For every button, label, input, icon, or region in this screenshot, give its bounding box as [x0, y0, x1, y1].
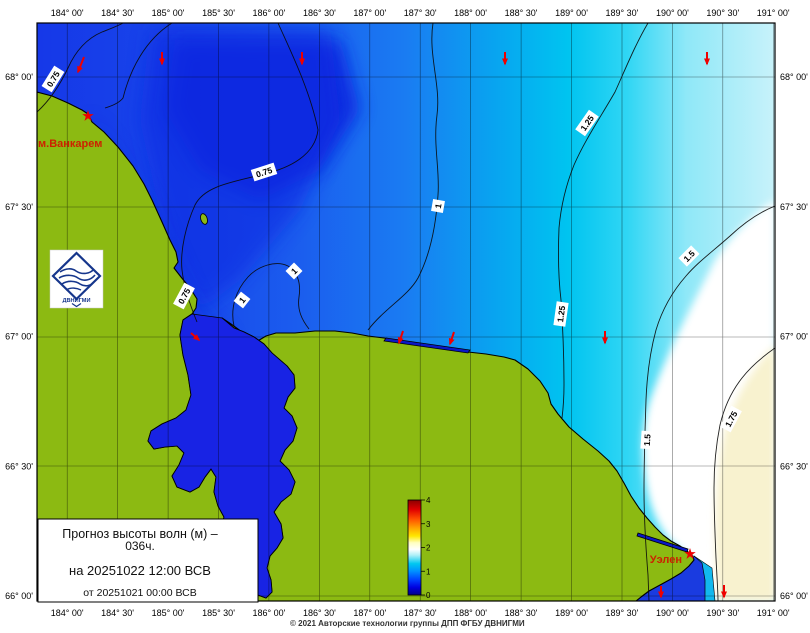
uelen-star-icon	[684, 548, 696, 559]
axis-top: 184° 00' 184° 30' 185° 00' 185° 30' 186° 00'…	[51, 8, 790, 18]
axis-label-top: 189° 00'	[555, 8, 588, 18]
colorbar-tick-label: 4	[426, 496, 431, 505]
axis-label-bottom: 184° 00'	[51, 608, 84, 618]
colorbar-ticks: 0 1 2 3 4	[426, 496, 431, 600]
colorbar-tick-label: 3	[426, 520, 431, 529]
axis-label-top: 187° 30'	[404, 8, 437, 18]
axis-label-right: 66° 30'	[780, 461, 808, 471]
axis-label-bottom: 189° 30'	[605, 608, 638, 618]
axis-label-top: 184° 00'	[51, 8, 84, 18]
axis-label-bottom: 188° 00'	[454, 608, 487, 618]
wave-zone-dark-dome	[140, 30, 340, 310]
axis-label-left: 67° 30'	[5, 202, 33, 212]
axis-label-top: 185° 30'	[202, 8, 235, 18]
axis-label-top: 191° 00'	[757, 8, 790, 18]
axis-label-top: 186° 30'	[303, 8, 336, 18]
place-label-uelen: Уэлен	[650, 554, 682, 566]
axis-label-bottom: 187° 00'	[353, 608, 386, 618]
axis-label-bottom: 191° 00'	[757, 608, 790, 618]
contour-labels: 0.75 0.75 0.75 1 1 1 1.25 1.25 1.5 1.5 1…	[41, 65, 742, 450]
axis-label-top: 185° 00'	[152, 8, 185, 18]
legend-valid-time: на 20251022 12:00 ВСВ	[69, 563, 211, 578]
axis-left: 68° 00' 67° 30' 67° 00' 66° 30' 66° 00'	[5, 72, 33, 601]
axis-label-right: 68° 00'	[780, 72, 808, 82]
axis-label-bottom: 186° 00'	[252, 608, 285, 618]
grid-lines	[37, 23, 775, 601]
colorbar-tick-label: 1	[426, 567, 431, 576]
wave-direction-arrows	[77, 52, 727, 599]
axis-bottom: 184° 00' 184° 30' 185° 00' 185° 30' 186° 00'…	[51, 608, 790, 618]
axis-label-bottom: 190° 30'	[706, 608, 739, 618]
axis-label-right: 67° 30'	[780, 202, 808, 212]
axis-label-top: 188° 30'	[505, 8, 538, 18]
vankarem-star-icon	[82, 110, 94, 121]
small-island	[200, 213, 208, 225]
axis-label-top: 189° 30'	[605, 8, 638, 18]
axis-label-right: 67° 00'	[780, 332, 808, 342]
place-label-vankarem: м.Ванкарем	[38, 138, 102, 150]
forecast-legend: Прогноз высоты волн (м) – 036ч. на 20251…	[37, 518, 259, 603]
axis-label-top: 186° 00'	[252, 8, 285, 18]
dvnigmi-logo: ДВНИГМИ	[49, 249, 104, 309]
legend-issue-time: от 20251021 00:00 ВСВ	[83, 587, 196, 599]
logo-chevron-icon	[71, 303, 82, 308]
colorbar-tick-label: 0	[426, 591, 431, 600]
legend-title: Прогноз высоты волн (м) –	[62, 527, 217, 541]
contour-value: 1.25	[555, 305, 567, 323]
axis-label-left: 67° 00'	[5, 332, 33, 342]
uelen-lagoon-sliver	[636, 532, 689, 553]
axis-right: 68° 00' 67° 30' 67° 00' 66° 30' 66° 00'	[780, 72, 808, 601]
axis-label-left: 66° 00'	[5, 591, 33, 601]
dvnigmi-logo-icon	[51, 251, 102, 301]
wave-height-colorbar: 0 1 2 3 4	[407, 496, 431, 600]
legend-lead-time: 036ч.	[125, 539, 155, 553]
axis-label-bottom: 184° 30'	[101, 608, 134, 618]
axis-label-left: 66° 30'	[5, 461, 33, 471]
contour-value: 0.75	[255, 165, 274, 180]
copyright-text: © 2021 Авторские технологии группы ДПП Ф…	[290, 619, 525, 628]
contour-value: 1	[237, 295, 248, 305]
axis-label-bottom: 185° 00'	[152, 608, 185, 618]
contour-lines	[37, 23, 775, 601]
contour-value: 1	[289, 266, 300, 277]
axis-label-top: 190° 00'	[656, 8, 689, 18]
contour-value: 1.5	[642, 434, 653, 447]
wave-zone-cream	[715, 345, 775, 601]
colorbar-tick-label: 2	[426, 544, 431, 553]
axis-label-bottom: 186° 30'	[303, 608, 336, 618]
logo-text: ДВНИГМИ	[63, 298, 91, 304]
axis-label-bottom: 189° 00'	[555, 608, 588, 618]
axis-label-left: 68° 00'	[5, 72, 33, 82]
axis-label-bottom: 188° 30'	[505, 608, 538, 618]
axis-label-top: 184° 30'	[101, 8, 134, 18]
axis-label-bottom: 190° 00'	[656, 608, 689, 618]
lagoon-sliver	[383, 337, 471, 354]
axis-label-bottom: 187° 30'	[404, 608, 437, 618]
axis-label-bottom: 185° 30'	[202, 608, 235, 618]
axis-label-top: 187° 00'	[353, 8, 386, 18]
axis-label-top: 190° 30'	[706, 8, 739, 18]
map-frame	[36, 22, 776, 602]
axis-label-right: 66° 00'	[780, 591, 808, 601]
axis-label-top: 188° 00'	[454, 8, 487, 18]
contour-value: 1	[433, 203, 444, 210]
